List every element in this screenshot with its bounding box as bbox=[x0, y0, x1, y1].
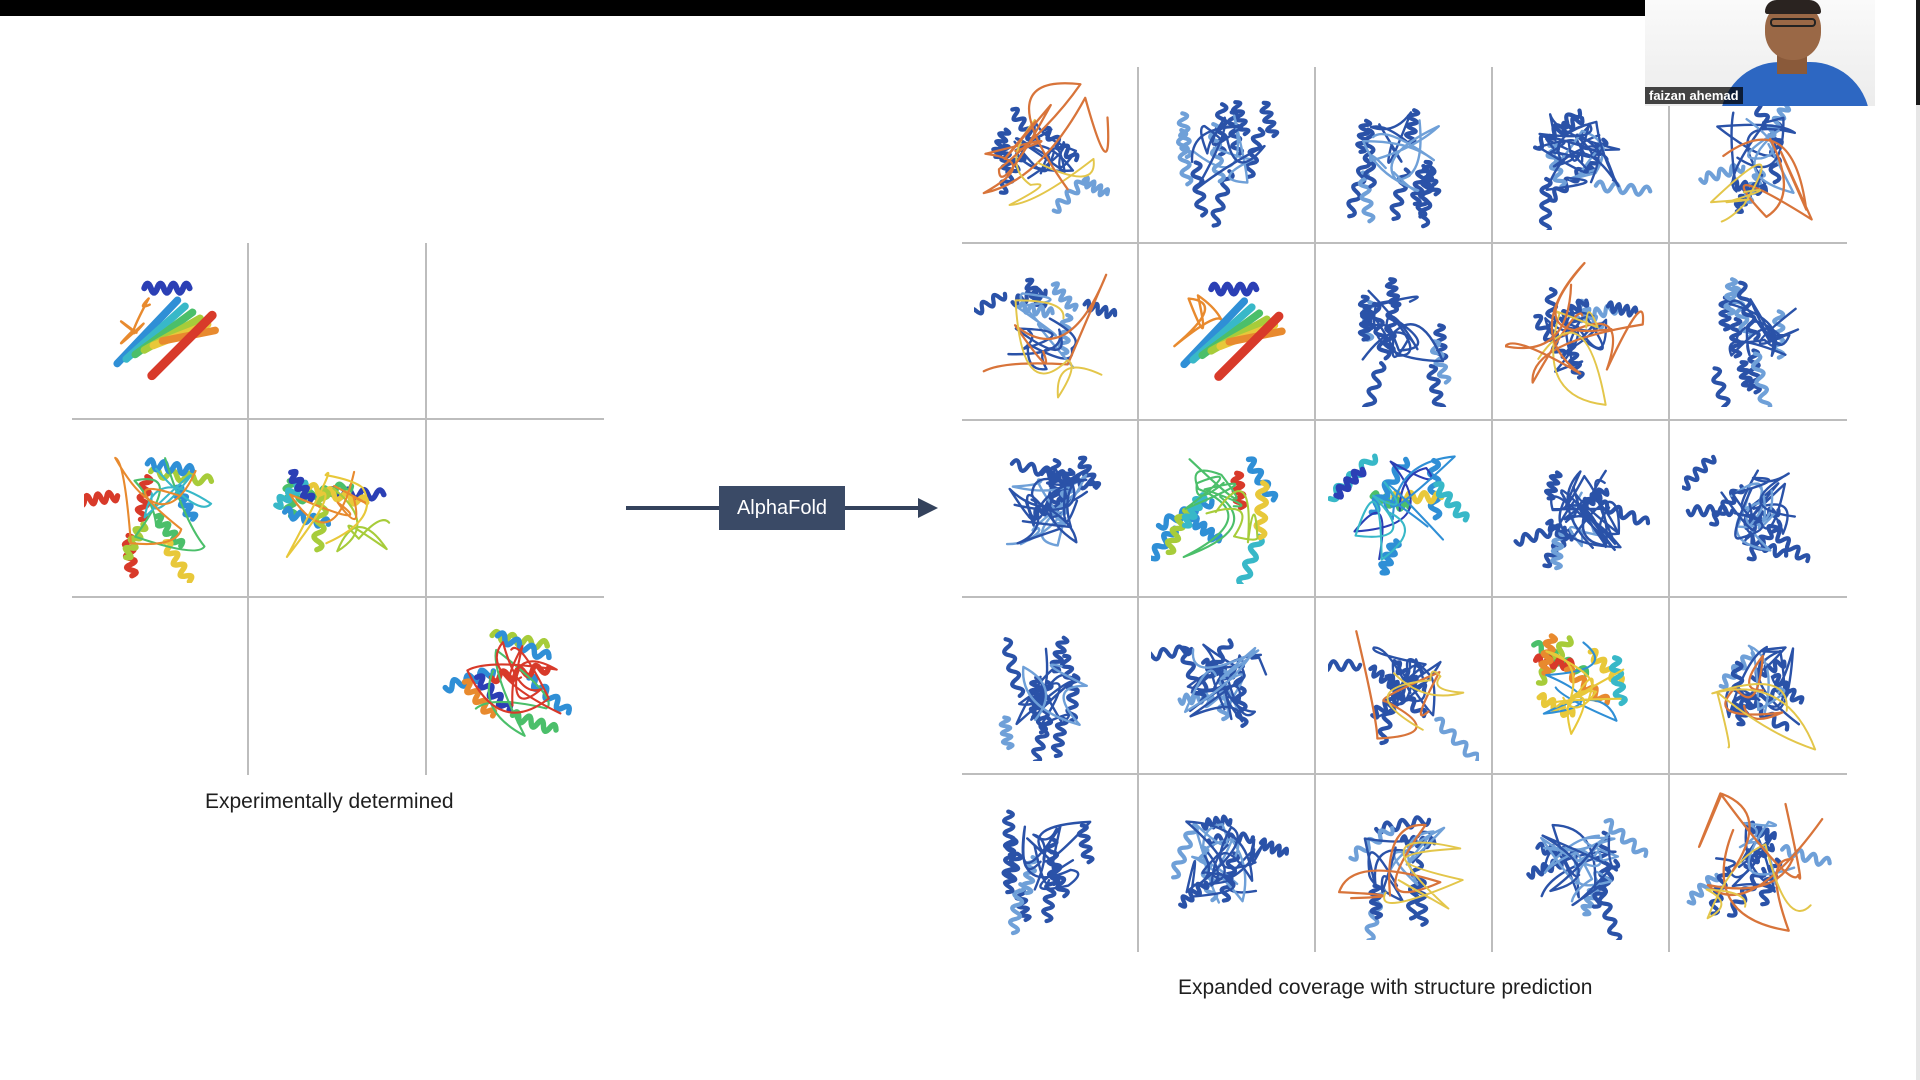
top-bar bbox=[0, 0, 1646, 16]
structure-cell bbox=[1670, 775, 1847, 952]
protein-structure-image bbox=[1171, 814, 1290, 910]
structure-cell bbox=[427, 598, 604, 775]
structure-cell bbox=[72, 597, 250, 775]
empty-slot bbox=[262, 610, 413, 763]
structure-cell bbox=[962, 598, 1139, 775]
structure-cell bbox=[426, 420, 604, 598]
structure-cell bbox=[962, 775, 1139, 952]
scrollbar-thumb[interactable] bbox=[1916, 0, 1920, 105]
protein-structure-image bbox=[982, 82, 1111, 215]
structure-cell bbox=[426, 243, 604, 421]
protein-structure-image bbox=[1682, 454, 1811, 564]
protein-structure-image bbox=[1338, 815, 1464, 940]
participant-name-label: faizan ahemad bbox=[1645, 87, 1743, 104]
protein-structure-image bbox=[974, 273, 1118, 399]
structure-cell bbox=[962, 421, 1139, 598]
protein-structure-image bbox=[1513, 469, 1651, 571]
protein-structure-image bbox=[1711, 277, 1800, 407]
experimental-caption: Experimentally determined bbox=[205, 790, 454, 813]
scrollbar-track[interactable] bbox=[1916, 0, 1920, 1080]
structure-cell bbox=[1316, 598, 1493, 775]
structure-cell bbox=[962, 67, 1139, 244]
protein-structure-image bbox=[442, 629, 573, 737]
protein-structure-image bbox=[1151, 456, 1279, 584]
structure-cell bbox=[1139, 421, 1316, 598]
protein-structure-image bbox=[1526, 818, 1649, 940]
structure-cell bbox=[1493, 598, 1670, 775]
protein-structure-image bbox=[1001, 809, 1095, 936]
participant-video-tile[interactable]: faizan ahemad bbox=[1645, 0, 1875, 106]
structure-cell bbox=[1670, 67, 1847, 244]
structure-cell bbox=[1139, 244, 1316, 421]
structure-cell bbox=[1139, 598, 1316, 775]
protein-structure-image bbox=[1151, 638, 1268, 729]
empty-slot bbox=[439, 255, 592, 406]
protein-structure-image bbox=[1698, 100, 1814, 223]
empty-slot bbox=[439, 433, 592, 584]
protein-structure-image bbox=[1358, 277, 1452, 407]
structure-cell bbox=[1316, 244, 1493, 421]
structure-cell bbox=[1316, 775, 1493, 952]
alphafold-label: AlphaFold bbox=[719, 486, 845, 530]
structure-cell bbox=[1493, 775, 1670, 952]
structure-cell bbox=[1139, 775, 1316, 952]
structure-cell bbox=[1493, 244, 1670, 421]
protein-structure-image bbox=[998, 635, 1089, 761]
structure-cell bbox=[962, 244, 1139, 421]
protein-structure-image bbox=[84, 456, 215, 584]
protein-structure-image bbox=[1505, 262, 1645, 407]
structure-cell bbox=[249, 597, 427, 775]
protein-structure-image bbox=[272, 468, 390, 558]
protein-structure-image bbox=[1328, 453, 1471, 576]
participant-hair bbox=[1765, 0, 1821, 14]
structure-cell bbox=[1493, 421, 1670, 598]
protein-structure-image bbox=[1711, 644, 1817, 751]
protein-structure-image bbox=[1686, 792, 1833, 933]
structure-cell bbox=[1493, 67, 1670, 244]
protein-structure-image bbox=[1328, 630, 1479, 761]
empty-slot bbox=[84, 610, 235, 763]
protein-structure-image bbox=[1006, 455, 1102, 547]
structure-cell bbox=[1670, 244, 1847, 421]
structure-cell bbox=[72, 243, 250, 421]
empty-slot bbox=[262, 255, 413, 406]
arrow-head-icon bbox=[918, 498, 938, 518]
predicted-structures-grid bbox=[962, 67, 1847, 952]
structure-cell bbox=[72, 420, 250, 598]
protein-structure-image bbox=[1533, 108, 1653, 230]
structure-cell bbox=[1316, 67, 1493, 244]
predicted-caption: Expanded coverage with structure predict… bbox=[1178, 976, 1593, 999]
structure-cell bbox=[1139, 67, 1316, 244]
structure-cell bbox=[249, 243, 427, 421]
structure-cell bbox=[1670, 598, 1847, 775]
structure-cell bbox=[249, 420, 427, 598]
protein-structure-image bbox=[1173, 281, 1286, 382]
experimental-structures-grid bbox=[72, 243, 604, 775]
protein-structure-image bbox=[1531, 633, 1629, 736]
protein-structure-image bbox=[1346, 108, 1442, 229]
structure-cell bbox=[1316, 421, 1493, 598]
structure-cell bbox=[1670, 421, 1847, 598]
protein-structure-image bbox=[113, 280, 220, 381]
protein-structure-image bbox=[1176, 100, 1280, 228]
participant-glasses bbox=[1770, 18, 1816, 27]
